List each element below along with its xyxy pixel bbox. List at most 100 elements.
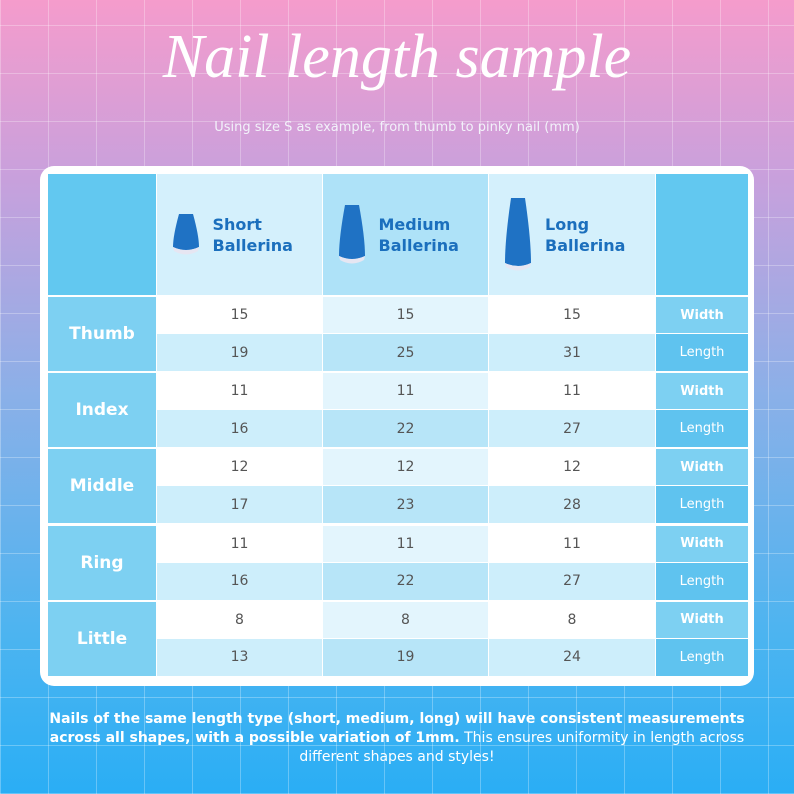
width-cell: 12 (323, 449, 488, 486)
width-label-cell: Width (656, 525, 748, 562)
width-label: Width (680, 383, 724, 399)
length-cell: 27 (489, 562, 655, 600)
width-value: 8 (235, 611, 244, 628)
length-label-cell: Length (656, 486, 748, 524)
length-value: 19 (396, 649, 415, 666)
finger-cell: Ring (48, 525, 156, 600)
width-value: 11 (230, 535, 249, 552)
length-label: Length (679, 649, 725, 665)
width-value: 11 (396, 535, 415, 552)
width-value: 15 (563, 307, 581, 323)
length-cell: 19 (157, 334, 322, 371)
width-label: Width (680, 536, 724, 552)
column-title: Long Ballerina (545, 214, 626, 255)
width-value: 11 (396, 383, 415, 400)
width-cell: 11 (489, 373, 655, 410)
length-cell: 17 (157, 486, 322, 524)
length-label-cell: Length (656, 562, 748, 600)
finger-cell: Little (48, 601, 156, 676)
width-cell: 15 (157, 297, 322, 333)
length-cell: 13 (157, 638, 322, 676)
title: Nail length sample (162, 23, 632, 91)
finger-label: Little (76, 628, 128, 649)
width-value: 15 (396, 307, 415, 323)
length-value: 16 (230, 420, 249, 437)
length-cell: 25 (323, 334, 488, 371)
length-value: 22 (396, 573, 415, 590)
nail-icon (505, 197, 531, 270)
length-cell: 22 (323, 562, 488, 600)
width-cell: 11 (157, 525, 322, 562)
length-label: Length (679, 573, 725, 589)
footer-note: Nails of the same length type (short, me… (30, 710, 764, 767)
length-value: 24 (563, 649, 581, 666)
width-value: 11 (563, 383, 581, 400)
width-cell: 12 (157, 449, 322, 486)
width-label-cell: Width (656, 601, 748, 638)
length-value: 19 (230, 344, 249, 361)
length-value: 22 (396, 420, 415, 437)
length-value: 17 (230, 496, 249, 513)
finger-label: Index (75, 400, 129, 421)
header-corner (48, 174, 156, 295)
width-value: 8 (567, 611, 577, 628)
length-cell: 24 (489, 638, 655, 676)
finger-label: Middle (69, 476, 135, 497)
length-label-cell: Length (656, 638, 748, 676)
length-value: 25 (396, 344, 415, 361)
width-value: 15 (230, 307, 249, 323)
width-cell: 11 (157, 373, 322, 410)
width-cell: 8 (489, 601, 655, 638)
width-value: 12 (563, 459, 581, 476)
width-value: 8 (401, 611, 410, 628)
footer-text: This ensures uniformity in length across… (299, 730, 745, 765)
nail-icon (172, 213, 199, 254)
width-cell: 8 (323, 601, 488, 638)
length-label: Length (679, 421, 725, 437)
width-cell: 15 (489, 297, 655, 333)
length-cell: 16 (157, 562, 322, 600)
width-value: 12 (396, 459, 415, 476)
finger-cell: Thumb (48, 297, 156, 371)
width-cell: 11 (323, 525, 488, 562)
column-title: Short Ballerina (212, 214, 293, 255)
footer-bold: Nails of the same length type (short, me… (49, 711, 745, 746)
header-end (656, 174, 748, 295)
width-cell: 8 (157, 601, 322, 638)
length-cell: 31 (489, 334, 655, 371)
length-label: Length (679, 345, 725, 360)
length-value: 27 (563, 420, 581, 437)
width-value: 12 (230, 459, 249, 476)
length-cell: 28 (489, 486, 655, 524)
column-header: Long Ballerina (489, 174, 655, 295)
length-value: 16 (230, 573, 249, 590)
length-cell: 27 (489, 410, 655, 448)
width-label-cell: Width (656, 297, 748, 333)
width-label: Width (680, 459, 724, 475)
length-cell: 16 (157, 410, 322, 448)
length-cell: 22 (323, 410, 488, 448)
finger-cell: Index (48, 373, 156, 448)
width-cell: 15 (323, 297, 488, 333)
length-cell: 23 (323, 486, 488, 524)
finger-cell: Middle (48, 449, 156, 524)
subtitle: Using size S as example, from thumb to p… (214, 120, 580, 135)
length-value: 28 (563, 496, 581, 513)
finger-label: Ring (80, 552, 124, 573)
length-cell: 19 (323, 638, 488, 676)
column-header: Short Ballerina (157, 174, 322, 295)
width-cell: 12 (489, 449, 655, 486)
width-cell: 11 (323, 373, 488, 410)
width-label: Width (680, 612, 724, 628)
length-value: 13 (230, 649, 249, 666)
length-value: 31 (563, 344, 581, 361)
width-value: 11 (230, 383, 249, 400)
length-value: 27 (563, 573, 581, 590)
width-value: 11 (563, 535, 581, 552)
column-title: Medium Ballerina (378, 214, 459, 255)
width-label-cell: Width (656, 449, 748, 486)
width-label-cell: Width (656, 373, 748, 410)
length-value: 23 (396, 496, 415, 513)
length-label-cell: Length (656, 410, 748, 448)
